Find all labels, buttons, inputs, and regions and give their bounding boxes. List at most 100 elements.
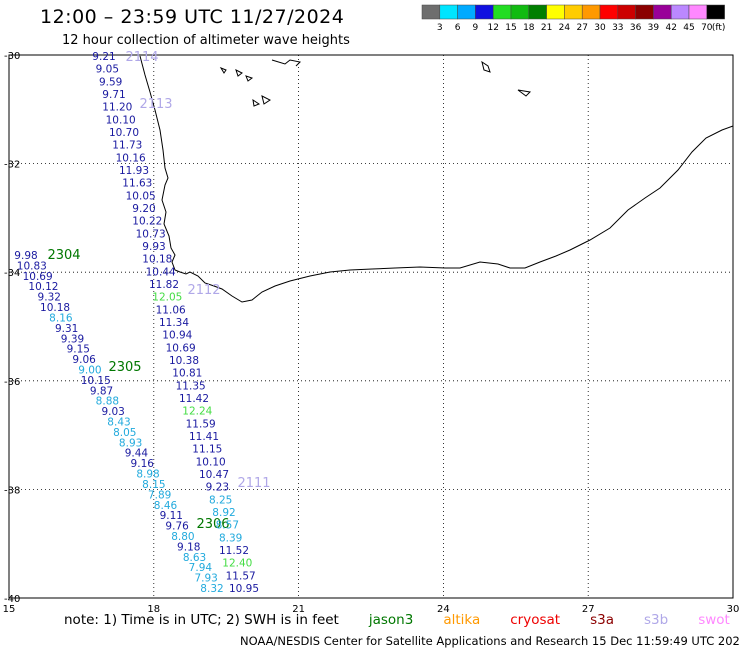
axis-tick-labels: 15 18 21 24 27 30 -30 -32 -34 -36 -38 -40 bbox=[3, 51, 740, 615]
legend-swatch bbox=[706, 4, 725, 20]
wave-height-value: 10.10 bbox=[106, 114, 136, 126]
satellite-legend: jason3 altika cryosat s3a s3b swot bbox=[339, 612, 730, 628]
pass-time-label: 2305 bbox=[108, 360, 141, 375]
wave-height-value: 11.35 bbox=[176, 380, 206, 392]
wave-height-value: 12.40 bbox=[222, 558, 252, 570]
island-6 bbox=[271, 59, 302, 67]
legend-label: 12 bbox=[487, 23, 498, 33]
legend-swatch bbox=[581, 4, 601, 20]
wave-height-value: 8.57 bbox=[216, 520, 239, 532]
legend-swatch bbox=[510, 4, 530, 20]
legend-label: 24 bbox=[559, 23, 571, 33]
legend-swatch bbox=[653, 4, 672, 20]
island-8 bbox=[517, 89, 532, 97]
wave-height-value: 10.94 bbox=[162, 330, 192, 342]
wave-height-value: 10.83 bbox=[17, 260, 47, 272]
wave-height-value: 9.23 bbox=[206, 482, 229, 494]
wave-height-value: 11.15 bbox=[192, 444, 222, 456]
wave-height-value: 11.82 bbox=[149, 279, 179, 291]
wave-height-value: 7.93 bbox=[194, 573, 217, 585]
wave-height-value: 10.15 bbox=[81, 375, 111, 387]
lat-tick-label: -40 bbox=[4, 594, 20, 605]
wave-height-value: 11.73 bbox=[112, 140, 142, 152]
wave-height-value: 7.89 bbox=[148, 489, 171, 501]
island-4 bbox=[261, 95, 271, 105]
legend-swatch bbox=[688, 4, 708, 20]
lon-tick-label: 24 bbox=[437, 604, 450, 615]
satellite-legend-item: swot bbox=[698, 612, 730, 628]
wave-height-value: 10.70 bbox=[109, 127, 139, 139]
legend-swatch bbox=[492, 4, 512, 20]
wave-height-value: 9.44 bbox=[125, 448, 149, 460]
wave-height-value: 9.15 bbox=[67, 344, 90, 356]
lat-tick-label: -30 bbox=[4, 51, 20, 62]
wave-height-value: 11.57 bbox=[226, 570, 256, 582]
wave-height-value: 8.39 bbox=[219, 532, 242, 544]
wave-height-value: 11.63 bbox=[122, 178, 152, 190]
legend-swatch bbox=[528, 4, 547, 20]
wave-height-value: 10.05 bbox=[126, 190, 156, 202]
wave-height-value: 11.41 bbox=[189, 431, 219, 443]
footer-note: note: 1) Time is in UTC; 2) SWH is in fe… bbox=[64, 612, 730, 628]
wave-height-value: 10.16 bbox=[116, 152, 146, 164]
satellite-legend-item: s3b bbox=[643, 612, 669, 628]
coastline-south-africa bbox=[139, 55, 734, 303]
wave-height-value: 7.94 bbox=[189, 562, 213, 574]
pass-time-label: 2111 bbox=[237, 476, 270, 491]
legend-swatch bbox=[475, 4, 494, 20]
map-frame bbox=[8, 54, 734, 599]
lon-tick-label: 21 bbox=[292, 604, 305, 615]
lon-tick-label: 27 bbox=[582, 604, 595, 615]
legend-label: 70 bbox=[701, 23, 713, 33]
wave-height-value: 10.18 bbox=[40, 302, 70, 314]
island-5 bbox=[252, 98, 261, 107]
legend-label: 21 bbox=[541, 23, 552, 33]
wave-height-value: 11.93 bbox=[119, 165, 149, 177]
pass-time-label: 2112 bbox=[187, 283, 220, 298]
island-7 bbox=[481, 60, 491, 73]
satellite-legend-item: jason3 bbox=[368, 612, 414, 628]
wave-height-value: 8.92 bbox=[212, 507, 235, 519]
wave-height-value: 9.39 bbox=[61, 333, 84, 345]
pass-time-labels: 2114 2113 2112 2111 2304 2305 2306 bbox=[47, 50, 270, 532]
wave-height-value: 12.24 bbox=[182, 406, 212, 418]
wave-height-value: 11.20 bbox=[102, 102, 132, 114]
wave-height-value: 9.06 bbox=[72, 354, 96, 366]
legend-label: 36 bbox=[630, 23, 642, 33]
legend-label: 3 bbox=[437, 23, 443, 33]
pass-time-label: 2306 bbox=[196, 517, 229, 532]
wave-height-value: 10.81 bbox=[172, 368, 202, 380]
altimeter-track-b: 9.9810.8310.6910.129.3210.188.169.319.39… bbox=[14, 250, 223, 595]
legend-swatch bbox=[457, 4, 476, 20]
wave-height-value: 9.76 bbox=[165, 521, 189, 533]
wave-height-value: 10.47 bbox=[199, 469, 229, 481]
wave-height-value: 10.18 bbox=[142, 254, 172, 266]
wave-height-value: 11.42 bbox=[179, 393, 209, 405]
wave-height-value: 9.87 bbox=[90, 385, 113, 397]
wave-height-value: 10.38 bbox=[169, 355, 199, 367]
island-3 bbox=[245, 75, 254, 82]
note-text: note: 1) Time is in UTC; 2) SWH is in fe… bbox=[64, 612, 339, 628]
wave-height-value: 8.05 bbox=[113, 427, 136, 439]
wave-height-value: 10.44 bbox=[146, 266, 176, 278]
lat-tick-label: -34 bbox=[4, 268, 20, 279]
wave-height-value: 9.93 bbox=[142, 241, 165, 253]
wave-height-value: 8.32 bbox=[200, 583, 223, 595]
wave-height-value: 8.16 bbox=[49, 312, 73, 324]
wave-height-value: 9.16 bbox=[131, 458, 155, 470]
legend-swatch bbox=[617, 4, 636, 20]
satellite-legend-item: altika bbox=[443, 612, 481, 628]
wave-height-value: 9.59 bbox=[99, 76, 122, 88]
wave-height-value: 9.03 bbox=[101, 406, 124, 418]
island-2 bbox=[235, 69, 243, 77]
wave-height-value: 11.34 bbox=[159, 317, 189, 329]
legend-label: 30 bbox=[594, 23, 606, 33]
lon-tick-label: 18 bbox=[147, 604, 160, 615]
wave-height-value: 10.69 bbox=[166, 342, 196, 354]
lat-tick-label: -32 bbox=[4, 160, 20, 171]
wave-height-value: 9.71 bbox=[102, 89, 125, 101]
wave-height-value: 8.98 bbox=[136, 469, 159, 481]
legend-label: 39 bbox=[648, 23, 660, 33]
wave-height-value: 11.06 bbox=[156, 304, 186, 316]
